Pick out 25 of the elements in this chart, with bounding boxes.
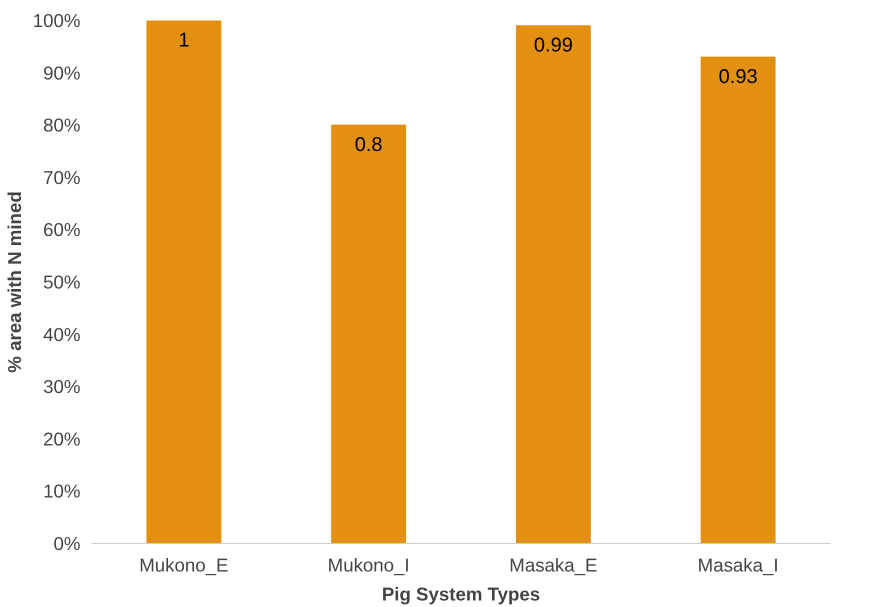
y-tick-label: 80% [43,114,81,136]
bar [331,124,406,544]
y-axis-title: % area with N mined [4,191,25,373]
y-tick-label: 40% [43,324,81,345]
y-tick-label: 10% [43,480,81,502]
y-tick-label: 70% [43,166,81,188]
x-tick-label: Mukono_I [328,554,410,576]
y-tick-label: 90% [43,62,81,84]
y-tick-label: 50% [43,272,81,292]
x-tick-label: Mukono_E [139,554,228,576]
x-tick-label: Masaka_E [509,554,598,576]
bar [700,56,776,544]
y-tick-label: 60% [43,219,81,240]
data-label: 0.8 [354,134,383,156]
data-label: 0.99 [534,34,573,57]
bar [146,20,222,544]
y-tick-label: 20% [43,428,81,450]
bar [516,25,591,544]
x-tick-label: Masaka_I [698,554,779,576]
y-tick-label: 100% [32,10,81,31]
data-label: 0.93 [718,66,758,88]
y-tick-label: 30% [43,376,81,398]
y-tick-label: 0% [54,533,81,554]
data-label: 1 [178,30,190,52]
x-axis-title: Pig System Types [382,584,540,604]
